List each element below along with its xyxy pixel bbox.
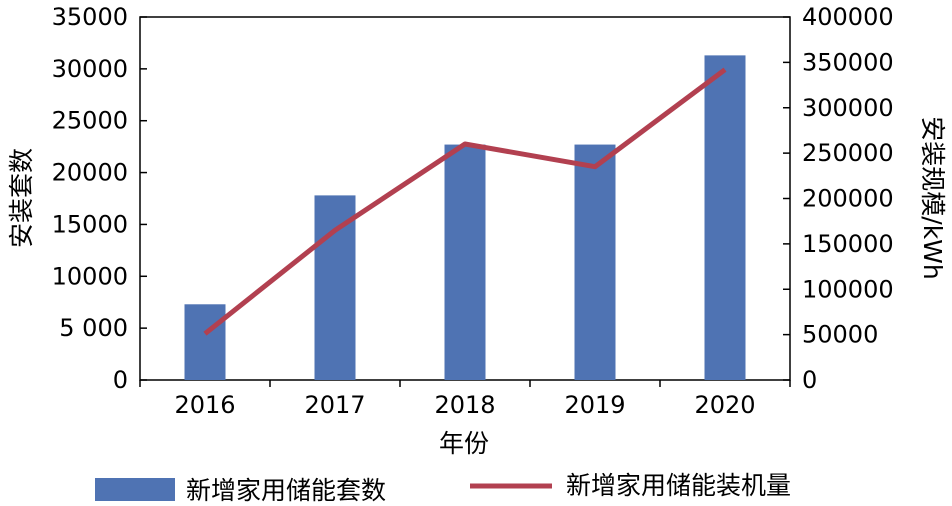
bar-2016 [184, 304, 226, 380]
legend: 新增家用储能套数 新增家用储能装机量 [95, 471, 791, 505]
right-axis-ticks: 0 50000 100000 150000 200000 250000 300000 3500… [783, 3, 894, 394]
x-tick-label: 2017 [304, 391, 365, 419]
left-tick-label: 0 [113, 366, 128, 394]
bar-2020 [704, 55, 746, 380]
left-tick-label: 20000 [52, 159, 128, 187]
left-tick-label: 30000 [52, 55, 128, 83]
right-axis-title: 安装规模/kWh [918, 116, 947, 279]
legend-line-label: 新增家用储能装机量 [566, 471, 791, 500]
left-axis-title: 安装套数 [7, 148, 36, 248]
right-tick-label: 250000 [802, 139, 894, 167]
right-tick-label: 150000 [802, 230, 894, 258]
bar-series [184, 55, 746, 380]
left-tick-label: 35000 [52, 3, 128, 31]
line-series [203, 67, 727, 336]
x-tick-label: 2016 [174, 391, 235, 419]
bar-2017 [314, 195, 356, 380]
right-tick-label: 0 [802, 366, 817, 394]
x-axis-title: 年份 [439, 429, 489, 458]
left-tick-label: 25000 [52, 107, 128, 135]
x-tick-label: 2018 [434, 391, 495, 419]
right-tick-label: 50000 [802, 321, 878, 349]
bar-2018 [444, 144, 486, 380]
x-axis-ticks: 2016 2017 2018 2019 2020 [139, 380, 791, 419]
right-tick-label: 300000 [802, 94, 894, 122]
bar-2019 [574, 144, 616, 380]
right-tick-label: 350000 [802, 48, 894, 76]
right-tick-label: 400000 [802, 3, 894, 31]
right-tick-label: 200000 [802, 185, 894, 213]
legend-bar-label: 新增家用储能套数 [186, 476, 386, 505]
x-tick-label: 2020 [694, 391, 755, 419]
left-tick-label: 15000 [52, 210, 128, 238]
x-tick-label: 2019 [564, 391, 625, 419]
left-tick-label: 5 000 [59, 314, 128, 342]
left-tick-label: 10000 [52, 262, 128, 290]
legend-bar-swatch [95, 478, 175, 501]
right-tick-label: 100000 [802, 275, 894, 303]
